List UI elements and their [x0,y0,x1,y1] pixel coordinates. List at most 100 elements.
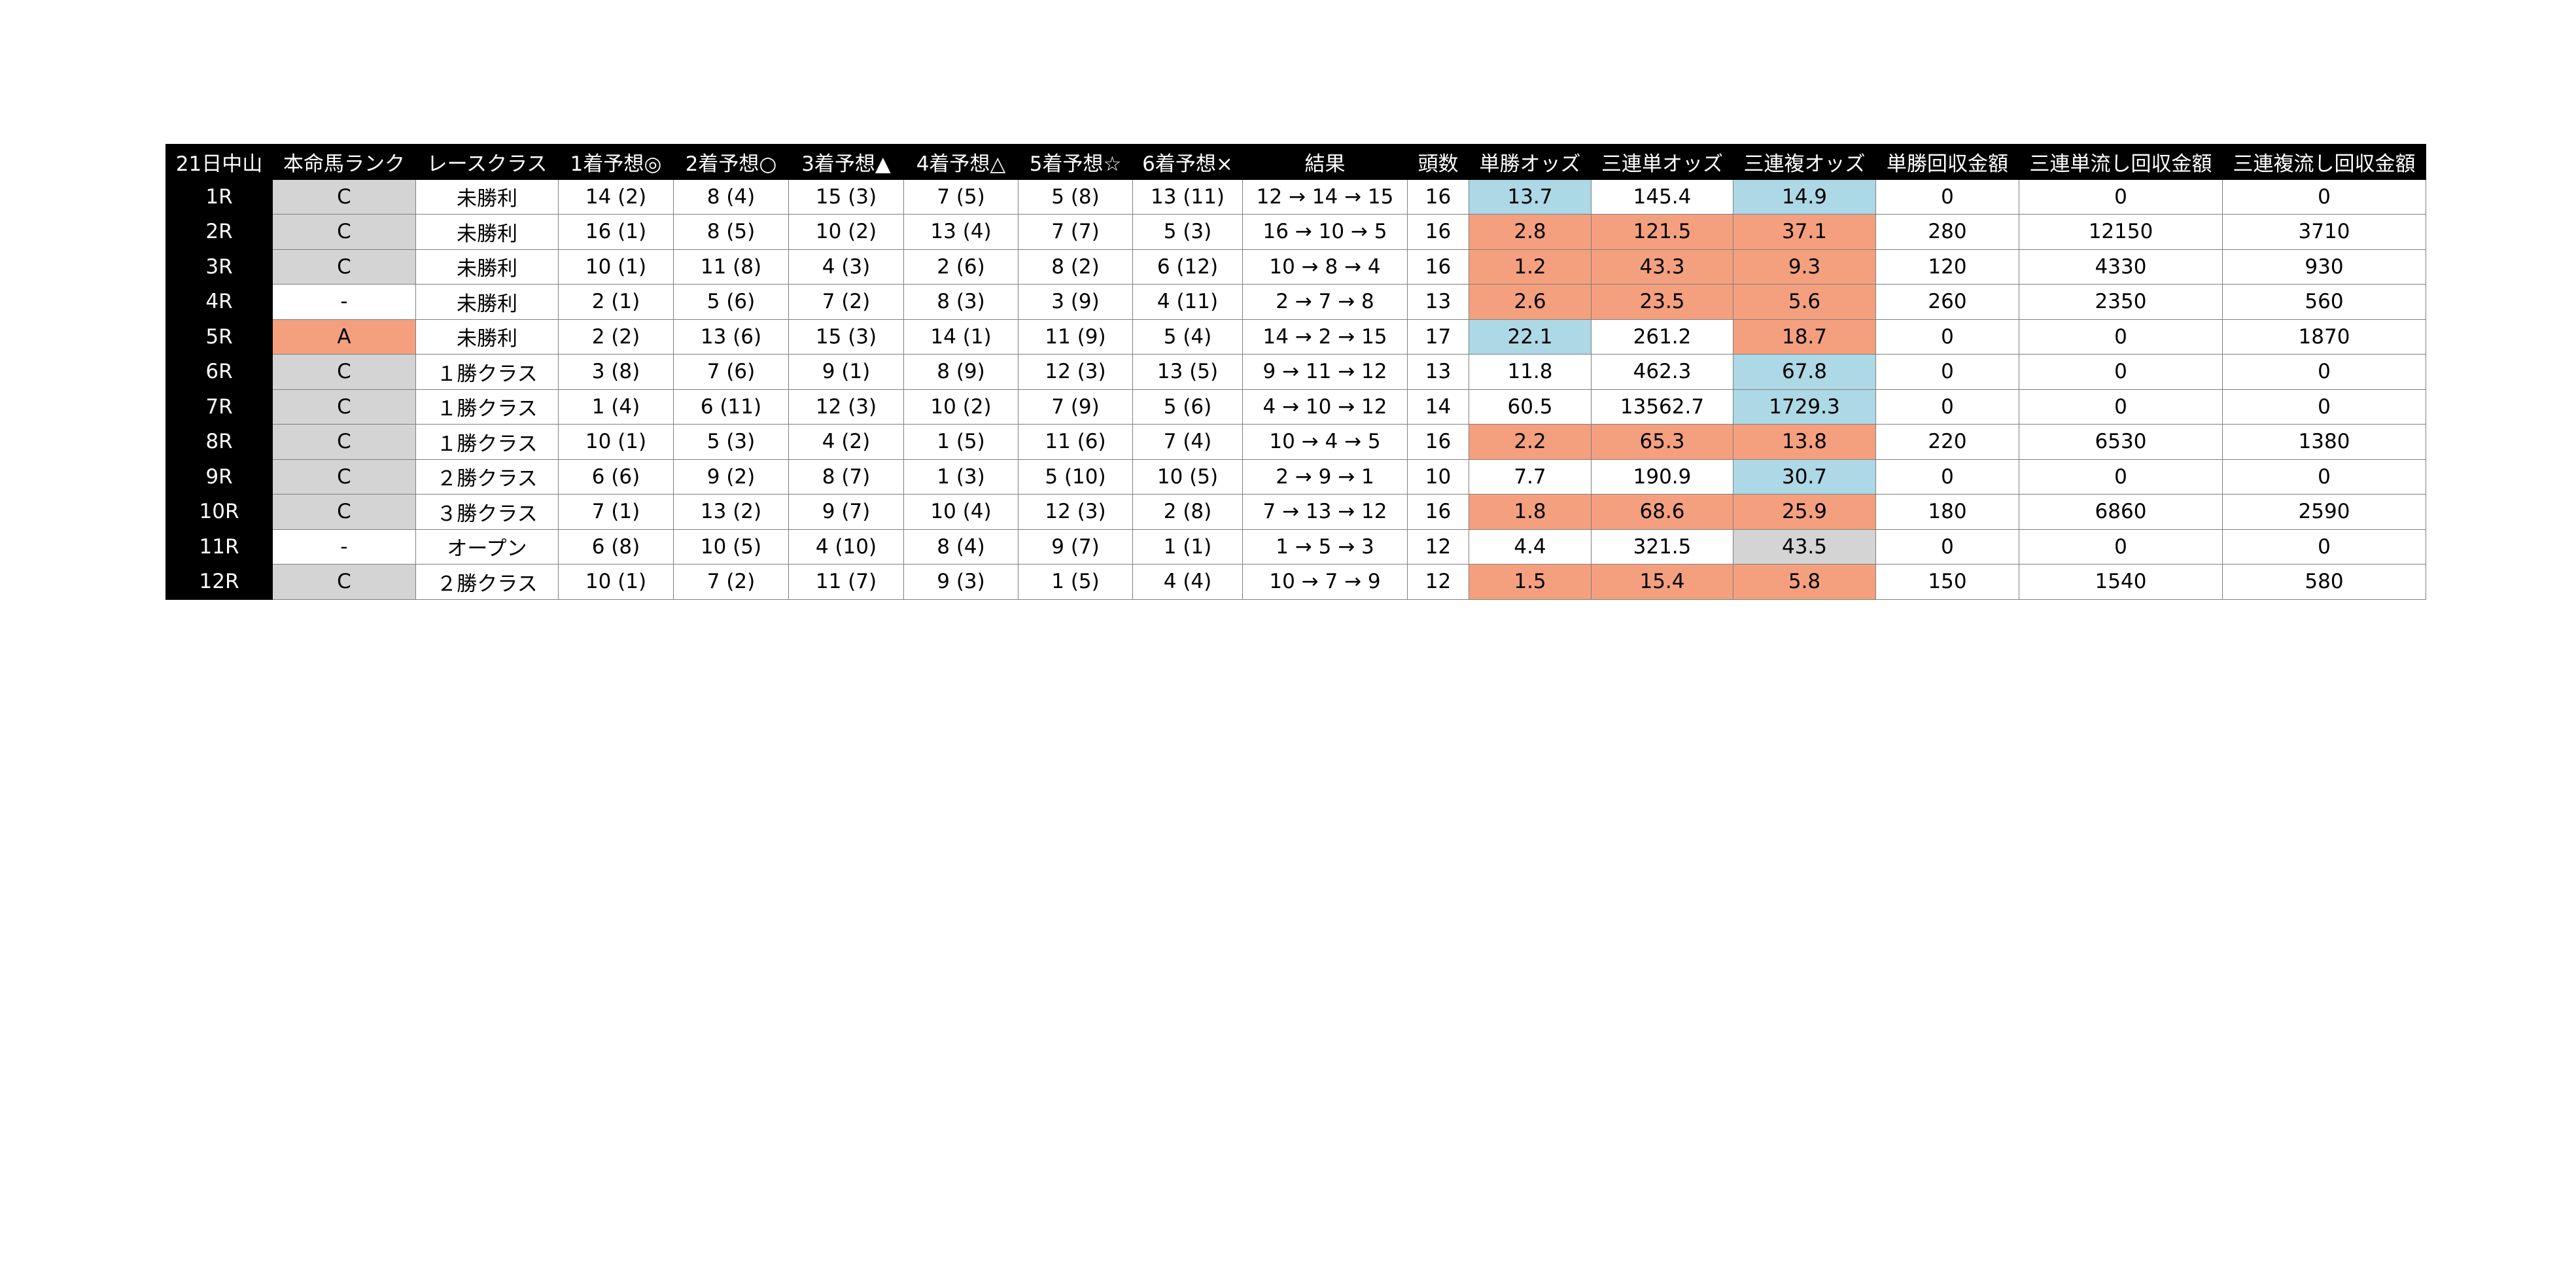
trifecta-payout-cell[interactable]: 0 [2019,529,2223,565]
pick-cell[interactable]: 5 (8) [1018,179,1133,215]
trifecta-odds-cell[interactable]: 190.9 [1591,459,1733,495]
favorite-rank-cell[interactable]: C [272,214,416,250]
win-payout-cell[interactable]: 0 [1875,459,2019,495]
win-payout-cell[interactable]: 150 [1875,564,2019,600]
trio-odds-cell[interactable]: 67.8 [1733,354,1876,390]
trio-odds-cell[interactable]: 1729.3 [1733,389,1876,425]
result-cell[interactable]: 1 → 5 → 3 [1242,529,1408,565]
pick-cell[interactable]: 13 (5) [1132,354,1243,390]
win-payout-cell[interactable]: 120 [1875,249,2019,285]
pick-cell[interactable]: 9 (3) [903,564,1018,600]
pick-cell[interactable]: 7 (9) [1018,389,1133,425]
trifecta-odds-cell[interactable]: 462.3 [1591,354,1733,390]
pick-cell[interactable]: 4 (10) [788,529,904,565]
win-odds-cell[interactable]: 7.7 [1469,459,1592,495]
pick-cell[interactable]: 11 (9) [1018,319,1133,355]
trifecta-payout-cell[interactable]: 0 [2019,459,2223,495]
favorite-rank-cell[interactable]: C [272,389,416,425]
race-number-cell[interactable]: 6R [165,354,273,390]
result-cell[interactable]: 2 → 9 → 1 [1242,459,1408,495]
race-class-cell[interactable]: １勝クラス [415,424,559,460]
race-class-cell[interactable]: 未勝利 [415,284,559,320]
win-odds-cell[interactable]: 13.7 [1469,179,1592,215]
pick-cell[interactable]: 6 (8) [558,529,674,565]
win-odds-cell[interactable]: 1.2 [1469,249,1592,285]
race-class-cell[interactable]: 未勝利 [415,249,559,285]
race-class-cell[interactable]: 未勝利 [415,319,559,355]
header-pick-1[interactable]: 1着予想◎ [558,144,674,180]
trifecta-payout-cell[interactable]: 2350 [2019,284,2223,320]
win-odds-cell[interactable]: 22.1 [1469,319,1592,355]
race-class-cell[interactable]: オープン [415,529,559,565]
field-size-cell[interactable]: 13 [1407,284,1469,320]
pick-cell[interactable]: 8 (2) [1018,249,1133,285]
pick-cell[interactable]: 13 (11) [1132,179,1243,215]
win-odds-cell[interactable]: 1.5 [1469,564,1592,600]
win-odds-cell[interactable]: 1.8 [1469,494,1592,530]
win-payout-cell[interactable]: 0 [1875,529,2019,565]
result-cell[interactable]: 7 → 13 → 12 [1242,494,1408,530]
trifecta-payout-cell[interactable]: 0 [2019,179,2223,215]
pick-cell[interactable]: 1 (5) [903,424,1018,460]
pick-cell[interactable]: 4 (4) [1132,564,1243,600]
pick-cell[interactable]: 3 (9) [1018,284,1133,320]
win-odds-cell[interactable]: 60.5 [1469,389,1592,425]
field-size-cell[interactable]: 10 [1407,459,1469,495]
pick-cell[interactable]: 9 (7) [788,494,904,530]
field-size-cell[interactable]: 12 [1407,564,1469,600]
win-payout-cell[interactable]: 280 [1875,214,2019,250]
pick-cell[interactable]: 12 (3) [788,389,904,425]
trifecta-odds-cell[interactable]: 121.5 [1591,214,1733,250]
trio-odds-cell[interactable]: 9.3 [1733,249,1876,285]
trio-payout-cell[interactable]: 0 [2222,389,2426,425]
trio-payout-cell[interactable]: 930 [2222,249,2426,285]
trifecta-odds-cell[interactable]: 321.5 [1591,529,1733,565]
pick-cell[interactable]: 13 (4) [903,214,1018,250]
race-number-cell[interactable]: 10R [165,494,273,530]
header-trio-payout[interactable]: 三連複流し回収金額 [2222,144,2426,180]
pick-cell[interactable]: 6 (11) [673,389,789,425]
favorite-rank-cell[interactable]: A [272,319,416,355]
trio-odds-cell[interactable]: 18.7 [1733,319,1876,355]
favorite-rank-cell[interactable]: C [272,249,416,285]
pick-cell[interactable]: 5 (6) [1132,389,1243,425]
header-trifecta-odds[interactable]: 三連単オッズ [1591,144,1733,180]
race-number-cell[interactable]: 1R [165,179,273,215]
trio-payout-cell[interactable]: 1380 [2222,424,2426,460]
trio-payout-cell[interactable]: 0 [2222,459,2426,495]
pick-cell[interactable]: 15 (3) [788,319,904,355]
result-cell[interactable]: 10 → 7 → 9 [1242,564,1408,600]
trio-odds-cell[interactable]: 30.7 [1733,459,1876,495]
result-cell[interactable]: 10 → 4 → 5 [1242,424,1408,460]
trio-odds-cell[interactable]: 25.9 [1733,494,1876,530]
trifecta-odds-cell[interactable]: 261.2 [1591,319,1733,355]
trifecta-payout-cell[interactable]: 0 [2019,354,2223,390]
pick-cell[interactable]: 2 (2) [558,319,674,355]
pick-cell[interactable]: 2 (8) [1132,494,1243,530]
pick-cell[interactable]: 15 (3) [788,179,904,215]
win-payout-cell[interactable]: 0 [1875,389,2019,425]
result-cell[interactable]: 14 → 2 → 15 [1242,319,1408,355]
trifecta-odds-cell[interactable]: 15.4 [1591,564,1733,600]
field-size-cell[interactable]: 16 [1407,249,1469,285]
pick-cell[interactable]: 16 (1) [558,214,674,250]
win-odds-cell[interactable]: 2.2 [1469,424,1592,460]
win-payout-cell[interactable]: 0 [1875,179,2019,215]
pick-cell[interactable]: 1 (1) [1132,529,1243,565]
pick-cell[interactable]: 13 (6) [673,319,789,355]
trio-odds-cell[interactable]: 13.8 [1733,424,1876,460]
pick-cell[interactable]: 7 (7) [1018,214,1133,250]
pick-cell[interactable]: 7 (2) [673,564,789,600]
trifecta-odds-cell[interactable]: 13562.7 [1591,389,1733,425]
race-number-cell[interactable]: 5R [165,319,273,355]
pick-cell[interactable]: 4 (11) [1132,284,1243,320]
pick-cell[interactable]: 14 (1) [903,319,1018,355]
trio-odds-cell[interactable]: 5.6 [1733,284,1876,320]
race-class-cell[interactable]: １勝クラス [415,354,559,390]
race-number-cell[interactable]: 12R [165,564,273,600]
trio-payout-cell[interactable]: 580 [2222,564,2426,600]
trio-payout-cell[interactable]: 1870 [2222,319,2426,355]
win-payout-cell[interactable]: 180 [1875,494,2019,530]
race-class-cell[interactable]: 未勝利 [415,179,559,215]
trifecta-payout-cell[interactable]: 4330 [2019,249,2223,285]
